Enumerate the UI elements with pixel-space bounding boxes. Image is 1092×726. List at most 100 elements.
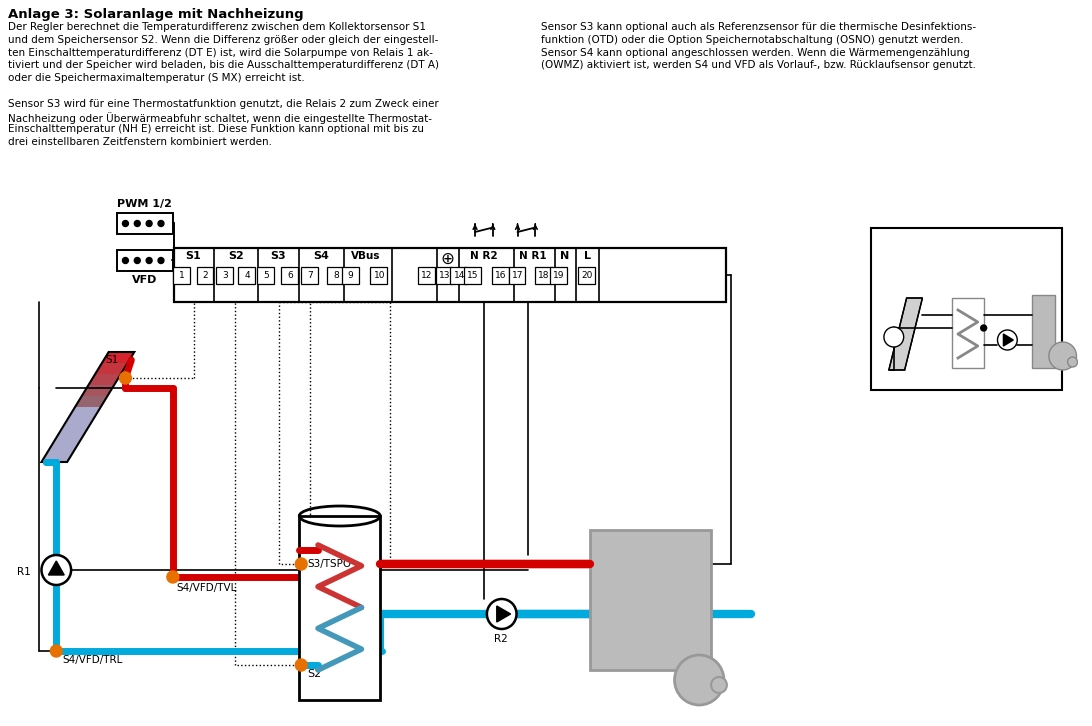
Text: S2: S2 (228, 251, 244, 261)
Circle shape (158, 258, 164, 264)
Bar (257, 267, 274, 284)
Bar (418, 267, 435, 284)
Text: R2: R2 (494, 634, 508, 644)
Bar (535, 267, 553, 284)
Circle shape (167, 571, 179, 583)
Text: 8: 8 (333, 271, 339, 280)
Text: (OWMZ) aktiviert ist, werden S4 und VFD als Vorlauf-, bzw. Rücklaufsensor genutz: (OWMZ) aktiviert ist, werden S4 und VFD … (542, 60, 976, 70)
Bar (1032, 295, 1055, 368)
Text: Der Regler berechnet die Temperaturdifferenz zwischen dem Kollektorsensor S1: Der Regler berechnet die Temperaturdiffe… (8, 22, 426, 32)
Text: L: L (584, 251, 591, 261)
Bar (952, 298, 984, 368)
Text: VFD: VFD (131, 275, 157, 285)
Polygon shape (1004, 334, 1013, 346)
Bar (238, 267, 254, 284)
Polygon shape (497, 606, 511, 622)
Circle shape (675, 655, 724, 705)
Polygon shape (41, 451, 74, 462)
Circle shape (295, 558, 307, 570)
Circle shape (711, 677, 727, 693)
Text: ten Einschalttemperaturdifferenz (DT E) ist, wird die Solarpumpe von Relais 1 ak: ten Einschalttemperaturdifferenz (DT E) … (8, 48, 432, 57)
Text: S3/TSPO: S3/TSPO (307, 559, 352, 569)
Bar (327, 267, 344, 284)
Circle shape (487, 599, 517, 629)
Text: oder die Speichermaximaltemperatur (S MX) erreicht ist.: oder die Speichermaximaltemperatur (S MX… (8, 73, 305, 83)
Bar (450, 267, 467, 284)
Circle shape (134, 258, 140, 264)
Text: 12: 12 (420, 271, 432, 280)
Circle shape (1068, 357, 1078, 367)
Text: 3: 3 (223, 271, 228, 280)
Bar (590, 530, 711, 670)
Text: 13: 13 (439, 271, 450, 280)
Circle shape (295, 659, 307, 671)
Text: 10: 10 (373, 271, 385, 280)
Polygon shape (55, 429, 87, 440)
Text: 4: 4 (245, 271, 250, 280)
Text: PWM 1/2: PWM 1/2 (117, 199, 171, 209)
Polygon shape (75, 396, 107, 407)
Circle shape (122, 258, 129, 264)
Text: funktion (OTD) oder die Option Speichernotabschaltung (OSNO) genutzt werden.: funktion (OTD) oder die Option Speichern… (542, 35, 964, 45)
Bar (301, 267, 318, 284)
Text: R1: R1 (16, 567, 31, 577)
Bar (282, 267, 298, 284)
Bar (117, 213, 173, 234)
Bar (871, 228, 1061, 390)
Circle shape (146, 258, 152, 264)
Text: Sensor S4 kann optional angeschlossen werden. Wenn die Wärmemengenzählung: Sensor S4 kann optional angeschlossen we… (542, 48, 970, 57)
Circle shape (883, 327, 904, 347)
Polygon shape (61, 418, 94, 429)
Text: S1: S1 (106, 355, 119, 365)
Text: tiviert und der Speicher wird beladen, bis die Ausschalttemperaturdifferenz (DT : tiviert und der Speicher wird beladen, b… (8, 60, 439, 70)
Text: 5: 5 (263, 271, 269, 280)
Text: 18: 18 (538, 271, 550, 280)
Text: S2: S2 (307, 669, 321, 679)
Text: 17: 17 (512, 271, 523, 280)
Bar (173, 267, 190, 284)
Circle shape (134, 221, 140, 227)
Text: Anlage 3: Solaranlage mit Nachheizung: Anlage 3: Solaranlage mit Nachheizung (8, 8, 304, 21)
Text: 15: 15 (467, 271, 478, 280)
Text: N R2: N R2 (471, 251, 498, 261)
Text: 20: 20 (581, 271, 592, 280)
Circle shape (981, 325, 987, 331)
Circle shape (997, 330, 1018, 350)
Text: 14: 14 (453, 271, 465, 280)
Text: S1: S1 (186, 251, 201, 261)
Text: ⊕: ⊕ (440, 250, 454, 268)
Text: 19: 19 (554, 271, 565, 280)
Circle shape (122, 221, 129, 227)
Text: Sensor S3 kann optional auch als Referenzsensor für die thermische Desinfektions: Sensor S3 kann optional auch als Referen… (542, 22, 976, 32)
Polygon shape (88, 374, 121, 385)
Text: 9: 9 (347, 271, 354, 280)
Polygon shape (102, 352, 134, 363)
Circle shape (41, 555, 71, 585)
Bar (491, 267, 509, 284)
Text: S4: S4 (313, 251, 329, 261)
Text: und dem Speichersensor S2. Wenn die Differenz größer oder gleich der eingestell-: und dem Speichersensor S2. Wenn die Diff… (8, 35, 438, 45)
Text: Nachheizung oder Überwärmeabfuhr schaltet, wenn die eingestellte Thermostat-: Nachheizung oder Überwärmeabfuhr schalte… (8, 112, 432, 123)
Polygon shape (48, 561, 64, 575)
Polygon shape (82, 385, 115, 396)
Bar (197, 267, 213, 284)
Bar (299, 516, 380, 700)
Polygon shape (95, 363, 128, 374)
Bar (464, 267, 480, 284)
Bar (509, 267, 525, 284)
Bar (342, 267, 358, 284)
Text: N: N (560, 251, 570, 261)
Text: S3: S3 (271, 251, 286, 261)
Bar (370, 267, 388, 284)
Bar (436, 267, 452, 284)
Text: S4/VFD/TVL: S4/VFD/TVL (177, 583, 237, 593)
Bar (117, 250, 173, 271)
Circle shape (50, 645, 62, 657)
Bar (174, 248, 726, 302)
Polygon shape (48, 440, 81, 451)
Polygon shape (889, 298, 923, 370)
Text: 1: 1 (179, 271, 185, 280)
Bar (216, 267, 233, 284)
Text: Sensor S3 wird für eine Thermostatfunktion genutzt, die Relais 2 zum Zweck einer: Sensor S3 wird für eine Thermostatfunkti… (8, 99, 439, 109)
Bar (578, 267, 594, 284)
